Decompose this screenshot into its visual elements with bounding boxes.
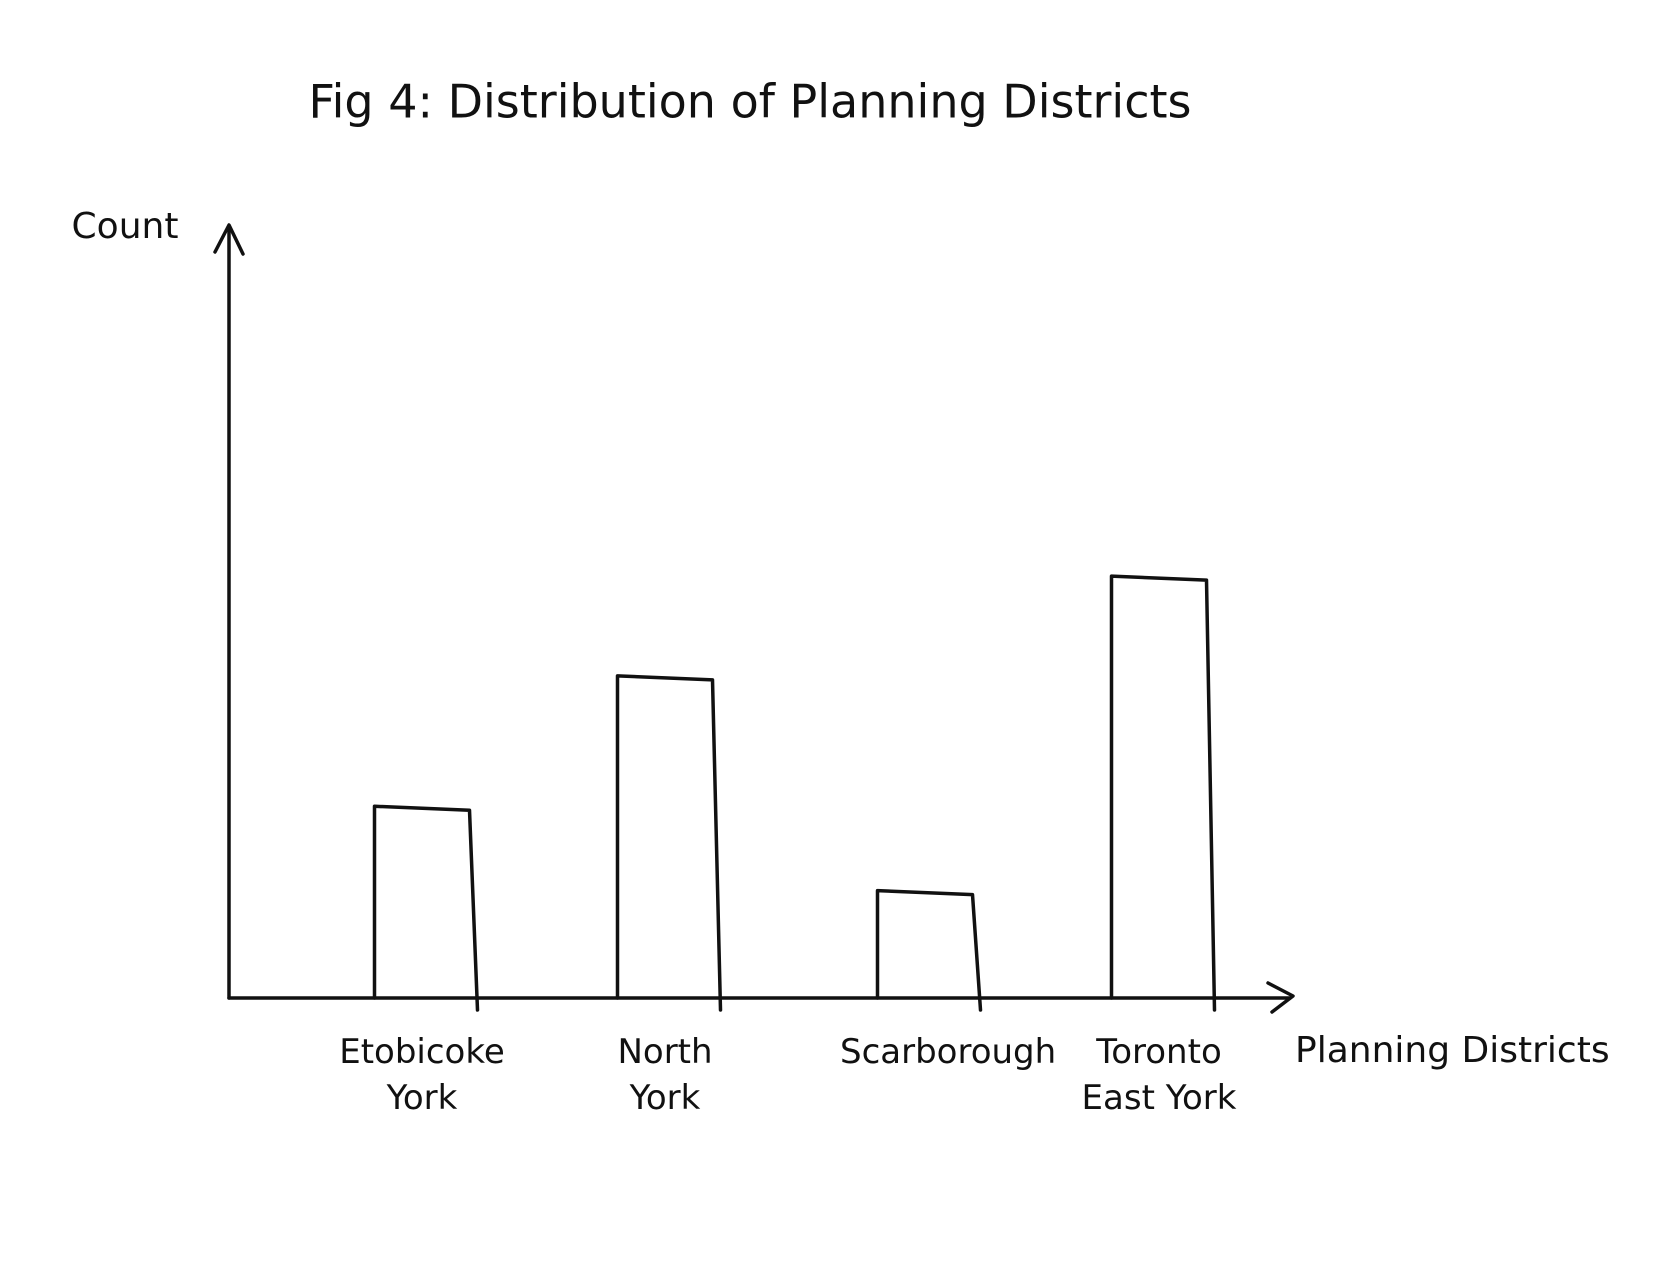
chart-title: Fig 4: Distribution of Planning District… (308, 75, 1191, 129)
x-arrow (1266, 981, 1295, 1014)
axes (213, 223, 1295, 1014)
bar (1109, 574, 1217, 1012)
x-axis-label: Planning Districts (1295, 1030, 1610, 1071)
y-arrow (213, 223, 245, 256)
bar (615, 674, 723, 1012)
x-tick-label: Etobicoke York (339, 1032, 505, 1118)
x-tick-label: Toronto East York (1081, 1032, 1237, 1118)
x-tick-label: North York (617, 1032, 713, 1118)
bar (875, 888, 983, 1012)
x-tick-label: Scarborough (840, 1032, 1057, 1072)
bar (372, 804, 480, 1012)
y-axis-label: Count (72, 206, 179, 247)
